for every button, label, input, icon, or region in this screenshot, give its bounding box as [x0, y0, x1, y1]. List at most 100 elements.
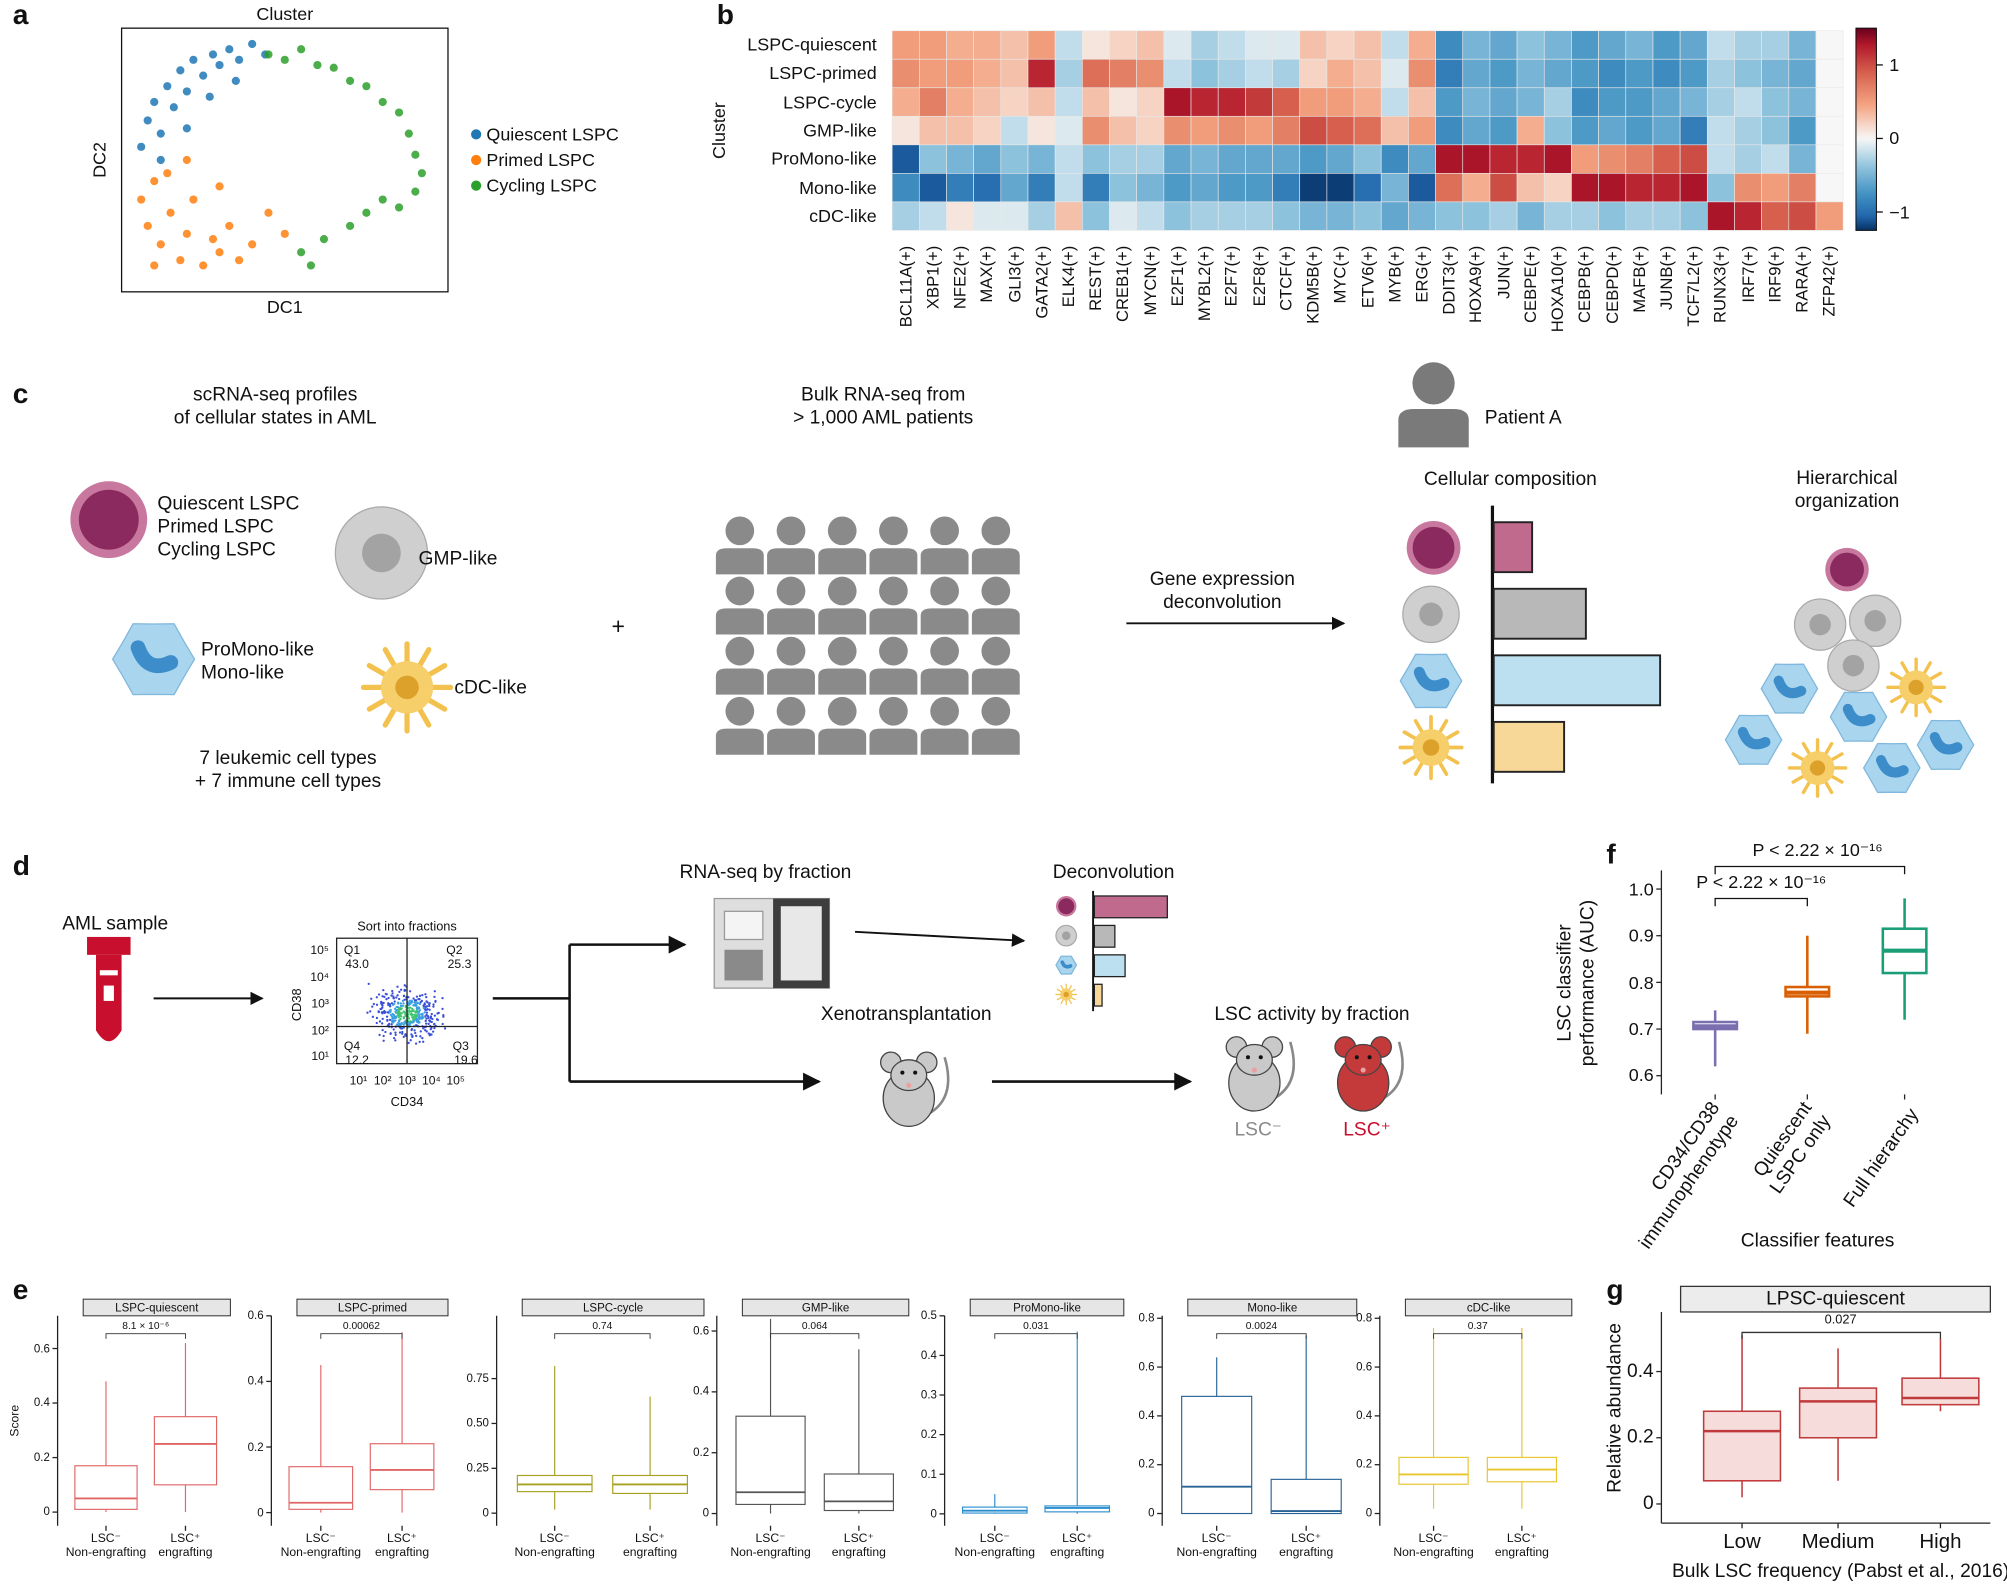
person-body [818, 668, 867, 695]
column-label: RUNX3(+) [1710, 245, 1731, 323]
tube-label [103, 985, 114, 1001]
facs-event [389, 1008, 392, 1012]
heatmap-cell [1136, 173, 1165, 203]
label: Deconvolution [1052, 861, 1175, 884]
heatmap-cell [1163, 30, 1192, 60]
facs-event [370, 997, 373, 1000]
mouse-head [890, 1059, 928, 1092]
heatmap-cell [1190, 115, 1219, 146]
facs-event [369, 1010, 372, 1013]
person-head [725, 636, 755, 666]
p-value: 0.74 [592, 1319, 613, 1332]
facs-event [382, 1001, 385, 1005]
facs-event [430, 1020, 433, 1024]
bracket [1433, 1333, 1523, 1339]
person-head [981, 636, 1011, 666]
y-tick-label: 0.2 [1627, 1426, 1654, 1448]
facs-event [425, 1013, 428, 1017]
facs-event [366, 1011, 369, 1014]
sequencer-window [723, 910, 764, 941]
heatmap-cell [1082, 30, 1110, 60]
person-body [920, 668, 969, 695]
y-tick-label: 0.8 [1138, 1311, 1155, 1325]
heatmap-cell [1489, 115, 1518, 146]
facs-event [403, 984, 406, 987]
facs-event [425, 1030, 428, 1033]
strip [1679, 1285, 1991, 1313]
x-tick-label: LSC⁺ engrafting [623, 1531, 678, 1561]
colorbar-tick-label: 0 [1889, 127, 1900, 149]
p-value: 0.37 [1467, 1319, 1488, 1332]
heatmap-cell [1000, 201, 1029, 231]
facs-event [392, 1036, 396, 1040]
facs-event [378, 1033, 381, 1037]
column-label: MYC(+) [1330, 245, 1350, 304]
point [231, 76, 240, 85]
y-tick-label: 0.25 [466, 1461, 489, 1475]
quadrant-value: 12.2 [345, 1053, 369, 1068]
heatmap-cell [1788, 201, 1817, 231]
point [313, 60, 322, 70]
point [235, 55, 244, 64]
heatmap-cell [1761, 144, 1790, 174]
y-tick-label: 0.4 [1356, 1408, 1373, 1422]
label: GMP-like [418, 547, 498, 570]
y-tick-label: 0 [43, 1505, 50, 1518]
facs-event [424, 993, 427, 996]
person-body [715, 728, 764, 755]
facs-event [427, 1022, 430, 1026]
heatmap-cell [1380, 173, 1409, 203]
bracket [105, 1333, 186, 1339]
person-body [767, 728, 815, 755]
facs-event [402, 1002, 405, 1005]
facs-event [415, 995, 419, 998]
bracket [320, 1333, 403, 1339]
cell-nucleus [130, 640, 179, 674]
heatmap-cell [1598, 87, 1627, 117]
x-tick-label: LSC⁺ engrafting [1050, 1531, 1105, 1561]
heatmap-cell [1027, 30, 1056, 60]
heatmap-cell [1815, 201, 1844, 231]
facs-event [375, 1003, 379, 1006]
column-label: CTCF(+) [1276, 245, 1296, 311]
heatmap-cell [1543, 201, 1572, 231]
heatmap-cell [891, 87, 920, 117]
facs-event [428, 1008, 431, 1011]
heatmap-cell [1000, 115, 1029, 146]
mouse-eye [1258, 1055, 1263, 1060]
point [150, 97, 159, 107]
column-label: REST(+) [1085, 245, 1106, 311]
facs-x-tick: 10³ [398, 1074, 416, 1089]
box [823, 1473, 894, 1512]
y-tick-label: 0.75 [466, 1371, 489, 1385]
heatmap-cell [1652, 87, 1681, 117]
facs-event [384, 1030, 387, 1034]
y-tick-label: 0.4 [247, 1374, 264, 1388]
heatmap-cell [1245, 87, 1273, 117]
mouse-head [1344, 1043, 1382, 1076]
facs-event [436, 1012, 439, 1015]
mouse-eye [900, 1070, 905, 1075]
facs-event [382, 988, 385, 992]
y-tick-label: 0 [930, 1506, 937, 1520]
heatmap-cell [973, 173, 1002, 203]
strip-title: Mono-like [1247, 1300, 1298, 1314]
strip [296, 1298, 449, 1317]
heatmap-cell [1489, 58, 1518, 89]
person-body [920, 608, 969, 635]
heatmap-cell [1679, 115, 1708, 146]
facs-event [433, 1014, 436, 1017]
heatmap-cell [1353, 144, 1382, 174]
point [404, 129, 413, 138]
heatmap-cell [1788, 115, 1817, 146]
heatmap-cell [1706, 144, 1735, 174]
heatmap-cell [918, 201, 947, 231]
person-body [869, 728, 918, 755]
heatmap-cell [1245, 201, 1273, 231]
panel-label: e [12, 1273, 29, 1306]
column-label: E2F1(+) [1167, 245, 1187, 307]
x-tick-label: LSC⁻ Non-engrafting [1393, 1531, 1474, 1561]
heatmap-cell [918, 30, 947, 60]
strip-title: GMP-like [801, 1300, 850, 1314]
